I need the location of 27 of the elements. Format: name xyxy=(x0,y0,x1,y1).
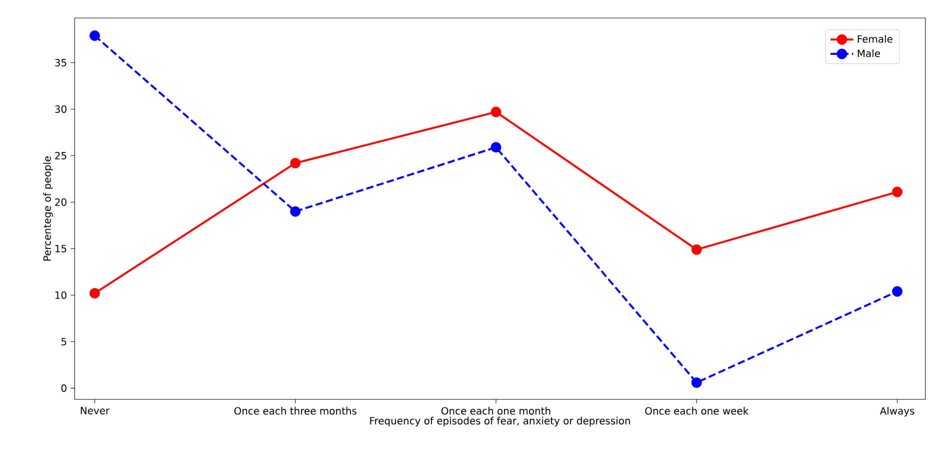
point xyxy=(89,30,100,41)
point xyxy=(89,288,100,299)
y-tick-label: 10 xyxy=(56,291,66,299)
y-axis-title: Percentege of people xyxy=(43,156,53,261)
point xyxy=(691,377,702,388)
y-tick-label: 5 xyxy=(62,338,66,346)
x-tick-label: Always xyxy=(880,406,914,417)
x-tick-label: Once each one month xyxy=(441,406,550,415)
point xyxy=(490,106,502,118)
point xyxy=(691,244,702,255)
x-tick-label: Once each one week xyxy=(645,406,749,415)
y-tick-label: 20 xyxy=(55,198,66,206)
y-tick-label: 15 xyxy=(56,244,66,252)
y-tick-label: 0 xyxy=(61,384,66,392)
point xyxy=(290,158,301,168)
point xyxy=(490,142,502,153)
legend-label: Female xyxy=(858,35,892,43)
point xyxy=(892,186,903,198)
point xyxy=(290,206,301,217)
y-tick-label: 35 xyxy=(55,58,66,66)
y-tick-label: 30 xyxy=(55,105,66,113)
legend-label: Male xyxy=(858,49,880,58)
point xyxy=(892,286,903,297)
x-axis-title: Frequency of episodes of fear, anxiety or depression xyxy=(370,416,630,426)
x-tick-label: Once each three months xyxy=(234,406,356,415)
y-tick-label: 25 xyxy=(55,152,66,160)
x-tick-label: Never xyxy=(80,406,110,414)
